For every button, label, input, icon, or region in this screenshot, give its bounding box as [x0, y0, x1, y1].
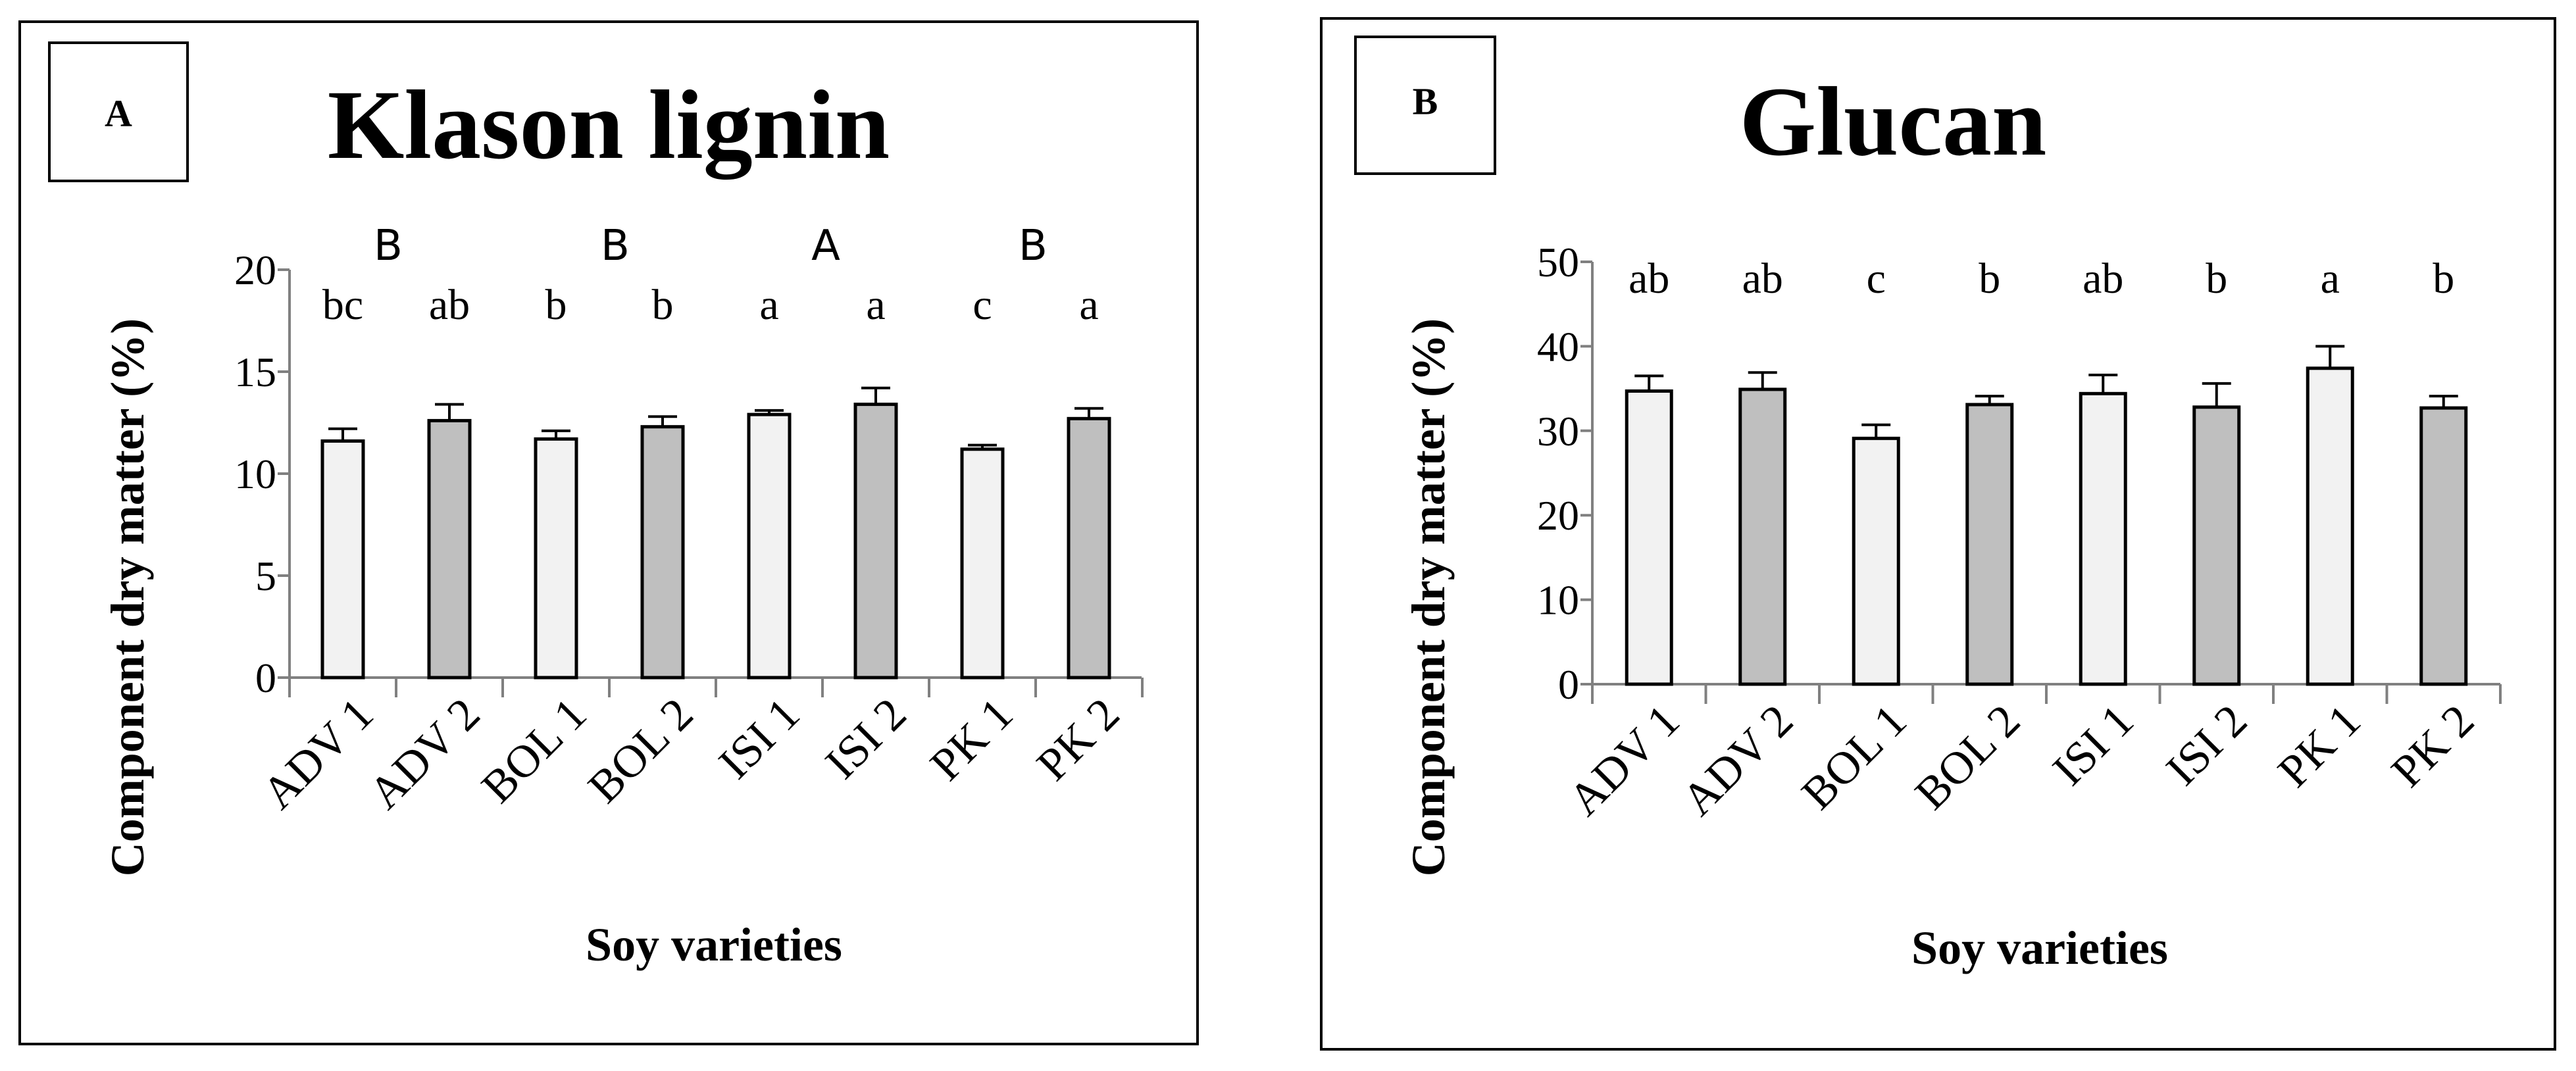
- panel-b-category-label: ISI 2: [2157, 695, 2257, 795]
- panel-a-significance-letter: a: [759, 281, 778, 329]
- panel-b-label: B: [1413, 80, 1438, 122]
- panel-a-significance-letter: a: [1079, 281, 1098, 329]
- panel-a-category-label: PK 1: [921, 689, 1023, 791]
- panel-b-label-box: [1354, 36, 1496, 175]
- panel-a-category-label: ADV 2: [359, 689, 490, 819]
- panel-b-y-tick-label: 50: [1537, 239, 1579, 286]
- panel-b-category-label: ADV 2: [1673, 695, 1803, 826]
- panel-b-y-tick-label: 0: [1558, 661, 1579, 708]
- panel-a: A Klason lignin Component dry matter (%)…: [18, 20, 1199, 1045]
- panel-a-plot: 0 5 10 15 20 bc ADV 1 ab ADV 2 b BOL 1 b BOL 2 a ISI 1…: [234, 222, 1144, 819]
- panel-a-significance-letter: ab: [429, 281, 470, 329]
- panel-a-title: Klason lignin: [328, 70, 890, 180]
- panel-a-bar-pk-2: [1067, 416, 1111, 680]
- panel-a-bar-isi-2: [853, 403, 898, 680]
- panel-b-category-label: PK 2: [2382, 695, 2484, 797]
- panel-a-frame: [18, 20, 1199, 1045]
- panel-a-ylabel: Component dry matter (%): [101, 318, 154, 877]
- panel-b-bar-adv-1: [1625, 389, 1673, 686]
- panel-b-category-label: BOL 1: [1792, 695, 1917, 820]
- panel-b-bar-isi-2: [2192, 405, 2241, 686]
- panel-b-bar-pk-1: [2306, 366, 2354, 686]
- panel-b-bar-adv-2: [1738, 387, 1787, 686]
- panel-a-y-tick-label: 15: [234, 349, 276, 395]
- panel-b-significance-letter: ab: [1629, 255, 1669, 303]
- panel-b-y-tick-label: 40: [1537, 323, 1579, 370]
- panel-a-significance-letter: a: [866, 281, 885, 329]
- panel-a-bar-bol-2: [640, 425, 685, 680]
- panel-b-significance-letter: ab: [1742, 255, 1783, 303]
- panel-a-significance-letter: bc: [322, 281, 363, 329]
- panel-b-bar-bol-1: [1852, 436, 1900, 686]
- panel-a-y-tick-label: 0: [255, 655, 276, 701]
- panel-b-bar-bol-2: [1965, 403, 2014, 686]
- panel-b-category-label: ISI 1: [2043, 695, 2143, 795]
- panel-a-bar-pk-1: [960, 447, 1005, 680]
- panel-a-y-tick-label: 5: [255, 553, 276, 599]
- panel-a-significance-letter: c: [972, 281, 992, 329]
- panel-b-significance-letter: b: [2206, 255, 2227, 303]
- panel-a-group-letter: B: [601, 222, 630, 270]
- panel-b-title: Glucan: [1740, 67, 2047, 176]
- panel-a-category-label: ADV 1: [253, 689, 383, 819]
- panel-b-significance-letter: b: [1979, 255, 2000, 303]
- panel-a-group-letter: B: [374, 222, 403, 270]
- panel-a-bar-bol-1: [534, 437, 578, 680]
- panel-b-xlabel: Soy varieties: [1911, 922, 2168, 974]
- panel-a-category-label: ISI 1: [709, 689, 809, 789]
- panel-a-significance-letter: b: [545, 281, 567, 329]
- panel-b-y-tick-label: 30: [1537, 408, 1579, 455]
- panel-b-bar-isi-1: [2079, 391, 2127, 686]
- panel-a-category-label: BOL 2: [579, 689, 703, 813]
- panel-b-y-tick-label: 20: [1537, 492, 1579, 539]
- panel-b-frame: [1320, 17, 2556, 1051]
- panel-a-bar-adv-1: [320, 439, 365, 680]
- panel-a-label-box: [48, 41, 189, 182]
- panel-b-category-label: BOL 2: [1906, 695, 2030, 820]
- panel-b: B Glucan Component dry matter (%) Soy va…: [1320, 17, 2556, 1051]
- panel-b-significance-letter: c: [1867, 255, 1886, 303]
- panel-a-bar-isi-1: [747, 412, 792, 680]
- panel-b-significance-letter: b: [2433, 255, 2454, 303]
- panel-b-significance-letter: ab: [2083, 255, 2123, 303]
- panel-a-y-tick-label: 20: [234, 247, 276, 293]
- panel-b-y-tick-label: 10: [1537, 577, 1579, 624]
- panel-a-category-label: ISI 2: [816, 689, 916, 789]
- panel-a-group-letter: A: [811, 222, 840, 270]
- panel-b-significance-letter: a: [2321, 255, 2340, 303]
- panel-b-bar-pk-2: [2419, 406, 2468, 686]
- panel-b-category-label: ADV 1: [1559, 695, 1690, 826]
- panel-a-group-letter: B: [1019, 222, 1048, 270]
- panel-a-label: A: [105, 91, 132, 134]
- panel-a-category-label: BOL 1: [472, 689, 597, 813]
- panel-a-bar-adv-2: [427, 418, 472, 680]
- panel-a-y-tick-label: 10: [234, 451, 276, 497]
- panel-b-category-label: PK 1: [2269, 695, 2371, 797]
- panel-b-ylabel: Component dry matter (%): [1402, 318, 1455, 877]
- panel-a-significance-letter: b: [652, 281, 674, 329]
- panel-a-xlabel: Soy varieties: [586, 918, 842, 971]
- panel-a-category-label: PK 2: [1027, 689, 1129, 791]
